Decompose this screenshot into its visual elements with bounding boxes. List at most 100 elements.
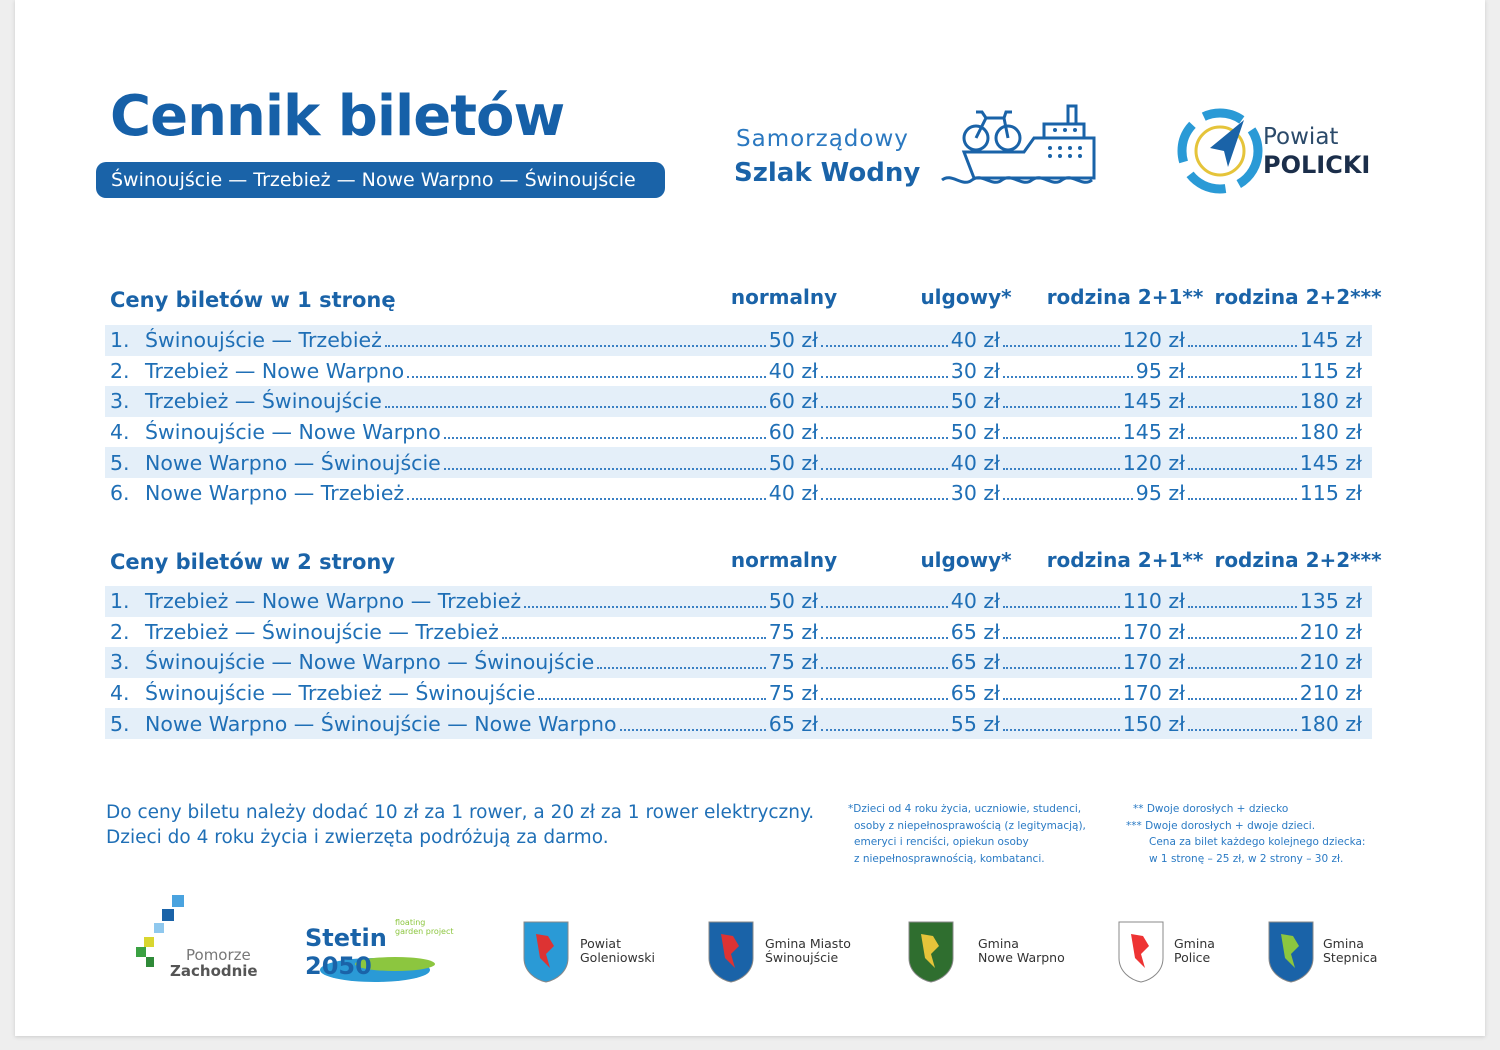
footnote-line: emeryci i renciści, opiekun osoby <box>854 836 1029 848</box>
partner-name: Powiat Goleniowski <box>580 937 655 965</box>
col-normalny: normalny <box>730 285 838 309</box>
price-value: 180 zł <box>1299 711 1362 736</box>
price-cell: 1. Świnoujście — Trzebież 50 zł <box>105 325 818 356</box>
dot-leader <box>1188 728 1297 731</box>
partner-name: Stetin 2050 <box>305 924 387 980</box>
row-number: 2. <box>110 619 130 644</box>
dot-leader <box>384 345 766 348</box>
partner-crest-4 <box>1115 918 1167 988</box>
price-value: 65 zł <box>950 681 1000 706</box>
partner-name: Pomorze <box>186 946 251 964</box>
dot-leader <box>821 406 948 409</box>
price-row: 5. Nowe Warpno — Świnoujście 50 zł 40 zł 120… <box>105 447 1372 478</box>
price-cell: 65 zł <box>818 647 1000 678</box>
row-number: 5. <box>110 450 130 475</box>
row-number: 6. <box>110 481 130 506</box>
footnote-line: osoby z niepełnosprawością (z legitymacj… <box>854 819 1086 832</box>
price-value: 75 zł <box>768 619 818 644</box>
partner-name-line2: Goleniowski <box>580 950 655 965</box>
route-name: Trzebież — Nowe Warpno — Trzebież <box>145 589 522 614</box>
price-value: 30 zł <box>950 481 1000 506</box>
dot-leader <box>1003 406 1120 409</box>
price-cell: 95 zł <box>1000 478 1185 509</box>
price-value: 40 zł <box>950 328 1000 353</box>
price-value: 210 zł <box>1299 681 1362 706</box>
powiat-line2: POLICKI <box>1263 151 1371 179</box>
price-value: 60 zł <box>768 389 818 414</box>
dot-leader <box>1003 728 1120 731</box>
price-cell: 135 zł <box>1185 586 1362 617</box>
dot-leader <box>407 498 766 501</box>
price-value: 65 zł <box>950 619 1000 644</box>
price-value: 40 zł <box>768 481 818 506</box>
partner-name-line1: Powiat <box>580 936 621 951</box>
row-number: 4. <box>110 681 130 706</box>
col-normalny: normalny <box>730 548 838 572</box>
coat-of-arms-icon <box>708 921 754 983</box>
route-name: Trzebież — Świnoujście — Trzebież <box>145 619 499 644</box>
partner-crest-1 <box>520 918 572 988</box>
dot-leader <box>821 375 948 378</box>
price-cell: 145 zł <box>1185 325 1362 356</box>
price-row: 1. Trzebież — Nowe Warpno — Trzebież 50 zł… <box>105 586 1372 617</box>
price-cell: 115 zł <box>1185 478 1362 509</box>
partner-name-line1: Gmina <box>1174 936 1215 951</box>
row-number: 3. <box>110 650 130 675</box>
price-value: 210 zł <box>1299 650 1362 675</box>
coat-of-arms-icon <box>523 921 569 983</box>
price-value: 170 zł <box>1122 681 1185 706</box>
price-cell: 2. Trzebież — Świnoujście — Trzebież 75 zł <box>105 617 818 648</box>
partner-crest-2 <box>705 918 757 988</box>
price-value: 50 zł <box>768 450 818 475</box>
price-value: 170 zł <box>1122 619 1185 644</box>
price-cell: 110 zł <box>1000 586 1185 617</box>
price-value: 50 zł <box>950 420 1000 445</box>
partner-name: Gmina Nowe Warpno <box>978 937 1065 965</box>
dot-leader <box>1188 498 1297 501</box>
price-cell: 170 zł <box>1000 678 1185 709</box>
dot-leader <box>619 728 766 731</box>
dot-leader <box>1188 375 1297 378</box>
col-rodzina-2-1: rodzina 2+1** <box>1046 548 1204 572</box>
dot-leader <box>407 375 766 378</box>
price-value: 115 zł <box>1299 481 1362 506</box>
partner-name-line1: Gmina <box>1323 936 1364 951</box>
price-value: 40 zł <box>768 358 818 383</box>
coat-of-arms-icon <box>1118 921 1164 983</box>
price-cell: 180 zł <box>1185 417 1362 448</box>
price-row: 4. Świnoujście — Nowe Warpno 60 zł 50 zł 145… <box>105 417 1372 448</box>
price-row: 5. Nowe Warpno — Świnoujście — Nowe Warpn… <box>105 708 1372 739</box>
logo-pomorze-zachodnie: Pomorze Zachodnie <box>132 893 262 983</box>
powiat-policki-emblem <box>1177 108 1263 194</box>
footnote-line: *** Dwoje dorosłych + dwoje dzieci. <box>1126 819 1316 832</box>
col-ulgowy: ulgowy* <box>920 285 1012 309</box>
note-bikes: Do ceny biletu należy dodać 10 zł za 1 r… <box>106 802 815 823</box>
col-rodzina-2-1: rodzina 2+1** <box>1046 285 1204 309</box>
partner-name-line2: Stepnica <box>1323 950 1378 965</box>
additional-notes: Do ceny biletu należy dodać 10 zł za 1 r… <box>106 800 814 850</box>
dot-leader <box>443 467 766 470</box>
price-cell: 170 zł <box>1000 617 1185 648</box>
price-value: 65 zł <box>950 650 1000 675</box>
dot-leader <box>443 437 766 440</box>
route-name: Świnoujście — Nowe Warpno <box>145 420 441 445</box>
page-title: Cennik biletów <box>110 84 565 149</box>
price-cell: 50 zł <box>818 386 1000 417</box>
price-cell: 210 zł <box>1185 617 1362 648</box>
price-cell: 65 zł <box>818 617 1000 648</box>
dot-leader <box>821 698 948 701</box>
price-value: 40 zł <box>950 450 1000 475</box>
col-rodzina-2-2: rodzina 2+2*** <box>1214 548 1382 572</box>
partner-name-line2: Świnoujście <box>765 950 839 965</box>
pomorze-zachodnie-emblem <box>136 895 184 967</box>
col-rodzina-2-2: rodzina 2+2*** <box>1214 285 1382 309</box>
price-value: 50 zł <box>950 389 1000 414</box>
price-cell: 5. Nowe Warpno — Świnoujście 50 zł <box>105 447 818 478</box>
dot-leader <box>384 406 766 409</box>
coat-of-arms-icon <box>908 921 954 983</box>
price-value: 75 zł <box>768 650 818 675</box>
route-name: Świnoujście — Nowe Warpno — Świnoujście <box>145 650 595 675</box>
price-cell: 120 zł <box>1000 325 1185 356</box>
price-value: 110 zł <box>1122 589 1185 614</box>
partner-name-line1: Gmina <box>978 936 1019 951</box>
